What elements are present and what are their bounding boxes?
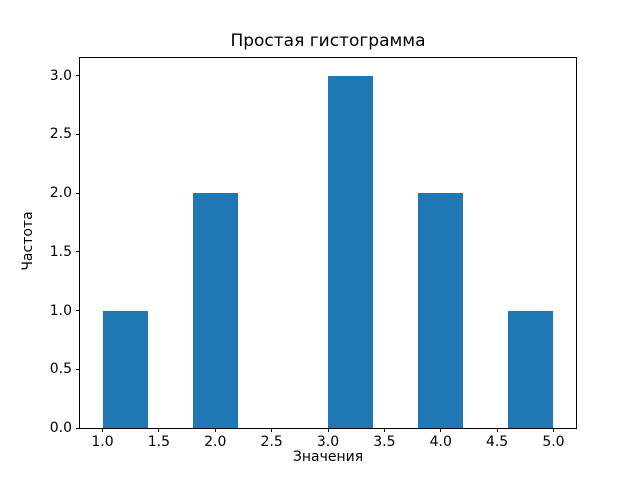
y-tick-label: 2.5 [49,126,72,143]
x-tick-label: 2.5 [260,434,283,450]
histogram-bar [102,310,148,428]
x-tick-mark [158,428,160,432]
x-axis-label: Значения [292,449,364,465]
y-tick-mark [76,310,80,312]
y-tick-label: 2.0 [49,185,72,202]
x-tick-label: 4.5 [485,434,509,450]
x-tick-label: 2.0 [204,434,227,450]
histogram-bar [328,75,374,428]
histogram-bar [418,193,464,428]
x-tick-label: 1.5 [147,434,171,450]
x-tick-mark [440,428,442,432]
x-tick-mark [552,428,554,432]
x-tick-label: 3.0 [316,434,340,450]
x-tick-mark [496,428,498,432]
x-tick-label: 3.5 [373,434,396,450]
x-tick-label: 4.0 [429,434,452,450]
y-tick-mark [76,133,80,135]
y-tick-label: 0.0 [49,420,72,436]
x-tick-label: 1.0 [91,434,114,450]
x-tick-label: 5.0 [542,434,565,450]
y-tick-mark [76,192,80,194]
y-tick-mark [76,251,80,253]
chart-title: Простая гистограмма [230,31,426,51]
x-tick-mark [383,428,385,432]
y-axis-label: Частота [20,211,36,271]
histogram-bar [192,193,238,428]
plot-area: 1.0 1.5 2.0 2.5 3.0 3.5 4.0 4.5 5.0 0.0 0.5 1.0 1.5 2… [50,57,577,449]
y-tick-mark [76,427,80,429]
y-tick-mark [76,75,80,77]
x-tick-mark [102,428,104,432]
y-tick-label: 0.5 [49,361,72,378]
y-tick-mark [76,368,80,370]
x-tick-mark [214,428,216,432]
x-tick-mark [327,428,329,432]
y-tick-label: 3.0 [49,67,72,84]
histogram-bar [508,310,554,428]
x-tick-mark [271,428,273,432]
y-tick-label: 1.5 [49,243,72,260]
y-tick-label: 1.0 [49,302,72,319]
